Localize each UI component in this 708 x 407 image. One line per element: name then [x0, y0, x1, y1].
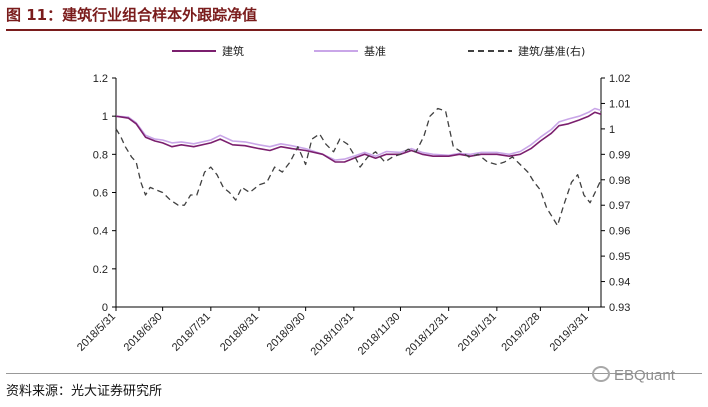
y-right-tick-label: 1 — [609, 124, 615, 136]
watermark: EBQuant — [592, 366, 675, 384]
x-tick-label: 2018/6/30 — [122, 311, 165, 354]
title-underline — [6, 29, 702, 31]
watermark-text: EBQuant — [614, 367, 675, 384]
x-tick-label: 2019/2/28 — [499, 311, 542, 354]
line-chart: 0 0.2 0.4 0.6 0.8 1 1.2 0.93 0.94 0.95 0.96 0.97 0.9… — [75, 44, 630, 358]
y-left-tick-label: 0.2 — [93, 264, 108, 276]
y-left-tick-label: 0.8 — [93, 149, 108, 161]
legend-label: 建筑 — [222, 44, 244, 58]
chart-series-group — [115, 107, 602, 227]
chart-legend: 建筑 基准 建筑/基准(右) — [172, 44, 585, 58]
x-tick-label: 2018/10/31 — [309, 311, 356, 358]
series-line-3 — [115, 107, 602, 227]
x-tick-label: 2019/1/31 — [456, 311, 499, 354]
y-right-tick-label: 1.01 — [609, 98, 630, 110]
x-tick-label: 2018/9/30 — [265, 311, 308, 354]
x-tick-label: 2018/7/31 — [170, 311, 213, 354]
y-right-tick-label: 0.93 — [609, 302, 630, 314]
x-tick-label: 2018/11/30 — [356, 311, 403, 358]
legend-label: 建筑/基准(右) — [518, 44, 585, 58]
y-left-tick-label: 0.4 — [93, 226, 108, 238]
y-right-tick-label: 1.02 — [609, 73, 630, 85]
legend-label: 基准 — [364, 45, 386, 58]
series-line-2 — [115, 107, 602, 161]
y-left-tick-label: 0 — [102, 302, 108, 314]
y-left-tick-label: 1 — [102, 111, 108, 123]
x-tick-label: 2018/12/31 — [403, 311, 450, 358]
y-right-tick-label: 0.96 — [609, 226, 630, 238]
y-right-tick-label: 0.94 — [609, 277, 630, 289]
chart-axes: 0 0.2 0.4 0.6 0.8 1 1.2 0.93 0.94 0.95 0.96 0.97 0.9… — [75, 73, 630, 358]
x-tick-label: 2019/3/31 — [548, 311, 591, 354]
y-right-tick-label: 0.95 — [609, 251, 630, 263]
footer-rule — [6, 373, 702, 374]
y-right-tick-label: 0.99 — [609, 149, 630, 161]
y-left-tick-label: 1.2 — [93, 73, 108, 85]
x-tick-label: 2018/8/31 — [218, 311, 261, 354]
wechat-icon — [592, 366, 610, 382]
source-note: 资料来源：光大证券研究所 — [6, 384, 163, 399]
y-right-tick-label: 0.97 — [609, 200, 630, 212]
x-tick-label: 2018/5/31 — [75, 311, 118, 354]
y-left-tick-label: 0.6 — [93, 188, 108, 200]
y-right-tick-label: 0.98 — [609, 175, 630, 187]
figure-title: 图 11：建筑行业组合样本外跟踪净值 — [6, 6, 258, 24]
series-line-1 — [115, 111, 602, 163]
